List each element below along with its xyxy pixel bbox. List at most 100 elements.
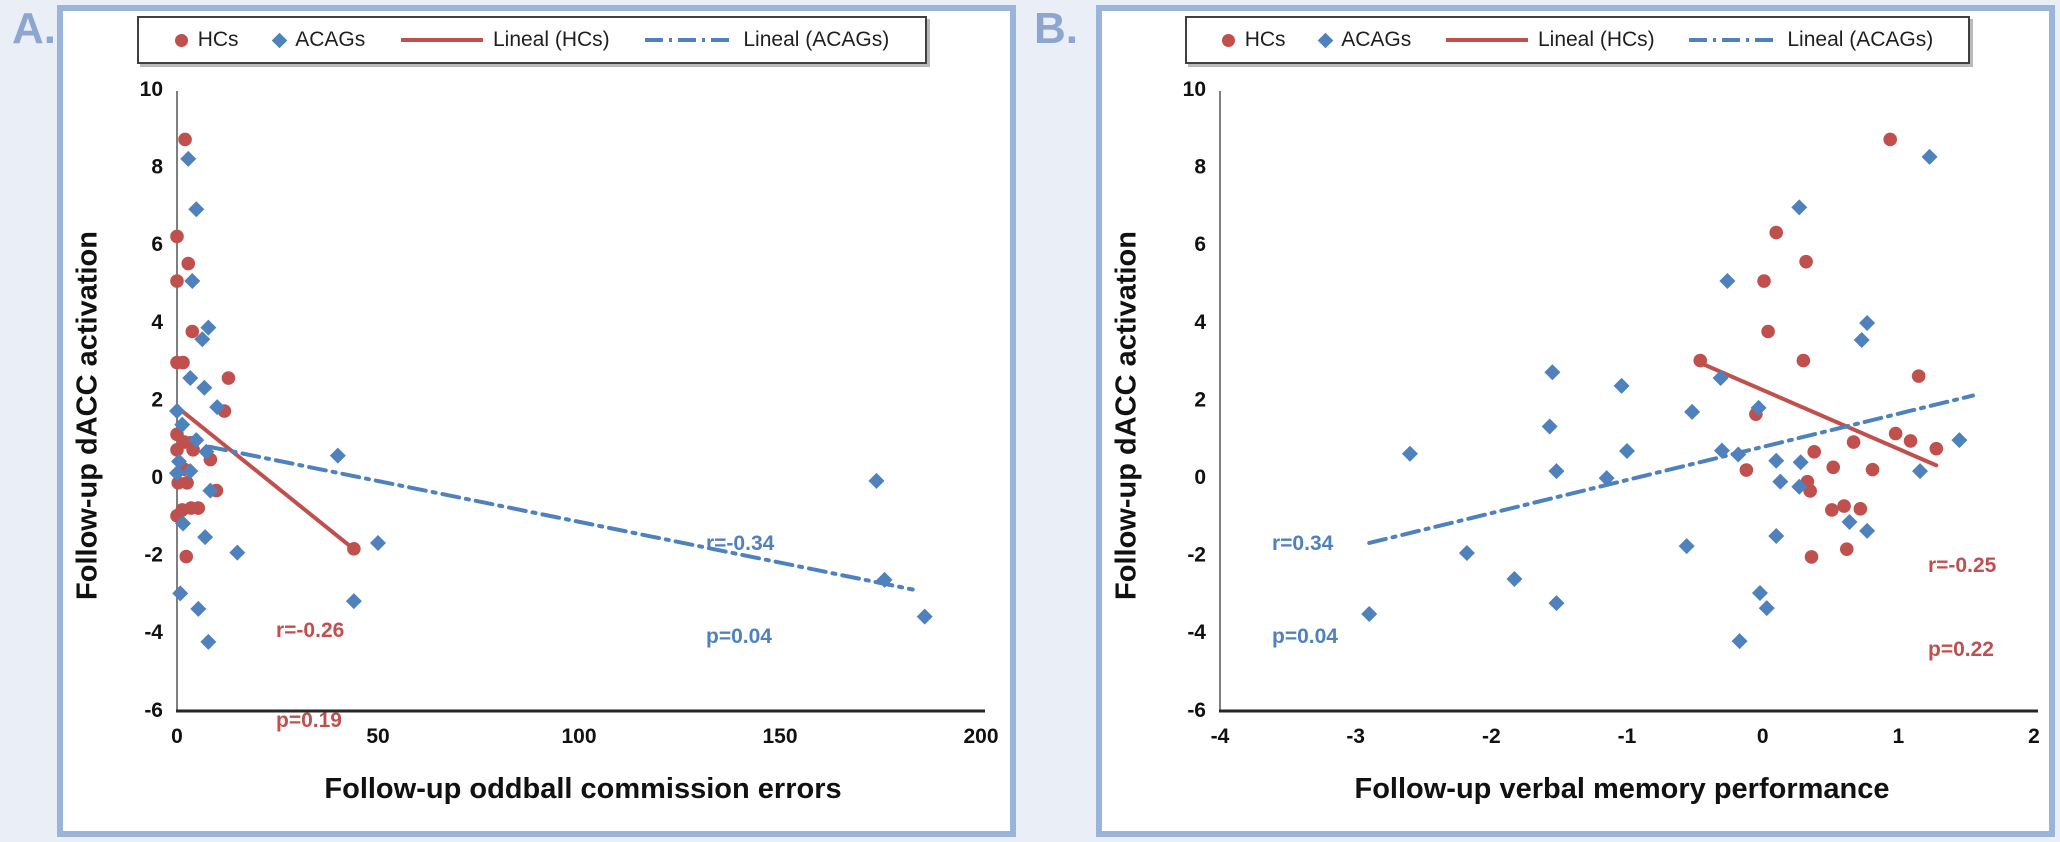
hcs-point [347, 541, 361, 556]
hcs-point [1769, 225, 1784, 240]
annotation-r-value: r=-0.25 [1928, 554, 1997, 577]
acags-point [174, 416, 191, 433]
hcs-point [1903, 434, 1918, 448]
annotation-p-value: p=0.22 [1928, 638, 1994, 661]
hcs-point [1739, 463, 1754, 477]
hcs-point [1837, 499, 1851, 513]
hcs-point [1807, 444, 1822, 459]
legend-label-lineal-acags: Lineal (ACAGs) [1787, 28, 1934, 51]
x-tick-label: -4 [1211, 725, 1230, 748]
legend-item-lineal-hcs: Lineal (HCs) [400, 28, 610, 52]
acags-point [1544, 364, 1561, 381]
x-tick-label: 2 [2028, 725, 2040, 748]
hcs-point [1883, 132, 1897, 147]
y-tick-label: 0 [151, 466, 163, 489]
acags-point [182, 463, 199, 480]
y-tick-label: 2 [1194, 388, 1206, 411]
hcs-point [178, 132, 192, 147]
hcs-point [1929, 441, 1944, 456]
annotation-p-value: p=0.04 [1272, 625, 1338, 648]
legend-label-hcs: HCs [197, 28, 239, 51]
hcs-point [1757, 274, 1771, 288]
acags-point [1859, 522, 1876, 539]
acags-point [1541, 418, 1558, 435]
x-tick-label: 50 [366, 725, 389, 748]
annotation-p-value: p=0.04 [706, 625, 772, 648]
hcs-point [180, 476, 194, 490]
acags-point [1712, 370, 1729, 387]
panel-a: 10 8 6 4 2 0 -2 -4 -6 0 50 100 150 200 Follow-up dACC… [57, 5, 1016, 837]
x-axis-title-b: Follow-up verbal memory performance [1354, 773, 1890, 805]
acags-point [1841, 514, 1858, 531]
acags-point [1792, 454, 1809, 471]
acags-point [1684, 403, 1701, 420]
acags-point [1751, 585, 1768, 602]
acags-point [1548, 463, 1565, 480]
legend-label-lineal-hcs: Lineal (HCs) [492, 28, 610, 51]
acags-point [1678, 538, 1695, 555]
legend-item-acags: ACAGs [271, 28, 366, 52]
solid-line-icon [1445, 38, 1528, 42]
acags-point [1791, 199, 1808, 216]
hcs-point [1803, 484, 1817, 498]
legend-item-hcs: HCs [1221, 28, 1286, 52]
hcs-point [1846, 435, 1861, 449]
y-tick-label: 6 [1194, 233, 1206, 256]
y-tick-label: -2 [144, 544, 163, 567]
hcs-point [170, 443, 184, 457]
hcs-point [1693, 353, 1708, 368]
annotation-r-value: r=-0.34 [706, 532, 775, 555]
acags-point [1619, 443, 1635, 460]
hcs-point [185, 324, 200, 339]
y-tick-label: -6 [1187, 699, 1206, 722]
hcs-circle-icon [174, 33, 188, 47]
acags-point [169, 403, 185, 420]
acags-point [1791, 478, 1808, 495]
annotation-acags-a: r=-0.34 p=0.04 [706, 466, 774, 714]
acags-point [196, 379, 213, 396]
legend-item-lineal-acags: Lineal (ACAGs) [645, 28, 889, 52]
y-tick-label: 4 [1194, 311, 1206, 334]
solid-line-icon [400, 38, 483, 42]
legend-a: HCs ACAGs Lineal (HCs) Lineal (ACAGs) [137, 16, 927, 64]
acags-point [209, 399, 226, 416]
y-tick-label: 8 [1194, 156, 1206, 179]
acags-point [345, 593, 362, 610]
legend-label-lineal-acags: Lineal (ACAGs) [743, 28, 890, 51]
legend-label-lineal-hcs: Lineal (HCs) [1537, 28, 1655, 51]
hcs-trendline [1695, 359, 1939, 468]
hcs-point [176, 355, 190, 370]
x-tick-label: 0 [1757, 725, 1769, 748]
legend-label-acags: ACAGs [295, 28, 366, 51]
hcs-point [181, 256, 196, 271]
acags-point [197, 529, 214, 546]
legend-item-lineal-acags: Lineal (ACAGs) [1689, 28, 1933, 52]
acags-point [1458, 545, 1475, 562]
hcs-point [191, 501, 206, 515]
y-tick-label: 8 [151, 156, 163, 179]
acags-point [916, 608, 933, 625]
acags-point [1548, 595, 1565, 612]
acags-point [172, 585, 189, 602]
y-tick-label: 10 [1183, 78, 1206, 101]
scatter-plot-a: 10 8 6 4 2 0 -2 -4 -6 0 50 100 150 200 [140, 78, 999, 748]
y-axis-title-a: Follow-up dACC activation [71, 231, 104, 600]
legend-label-hcs: HCs [1244, 28, 1286, 51]
acags-diamond-icon [271, 32, 288, 48]
x-tick-label: 200 [963, 725, 998, 748]
acags-point [1951, 432, 1968, 449]
acags-point [194, 331, 211, 348]
y-tick-label: -6 [144, 699, 163, 722]
acags-point [1853, 332, 1870, 349]
x-tick-label: -3 [1346, 725, 1365, 748]
annotation-hcs-b: r=-0.25 p=0.22 [1928, 496, 1996, 720]
hcs-point [1826, 460, 1841, 475]
legend-item-hcs: HCs [174, 28, 239, 52]
acags-point [1921, 148, 1938, 165]
x-tick-label: 150 [762, 725, 797, 748]
hcs-point [1799, 254, 1813, 269]
hcs-point [1853, 502, 1868, 516]
y-tick-label: -4 [1187, 621, 1206, 644]
hcs-point [1839, 542, 1854, 556]
annotation-acags-b: r=0.34 p=0.04 [1272, 466, 1338, 714]
